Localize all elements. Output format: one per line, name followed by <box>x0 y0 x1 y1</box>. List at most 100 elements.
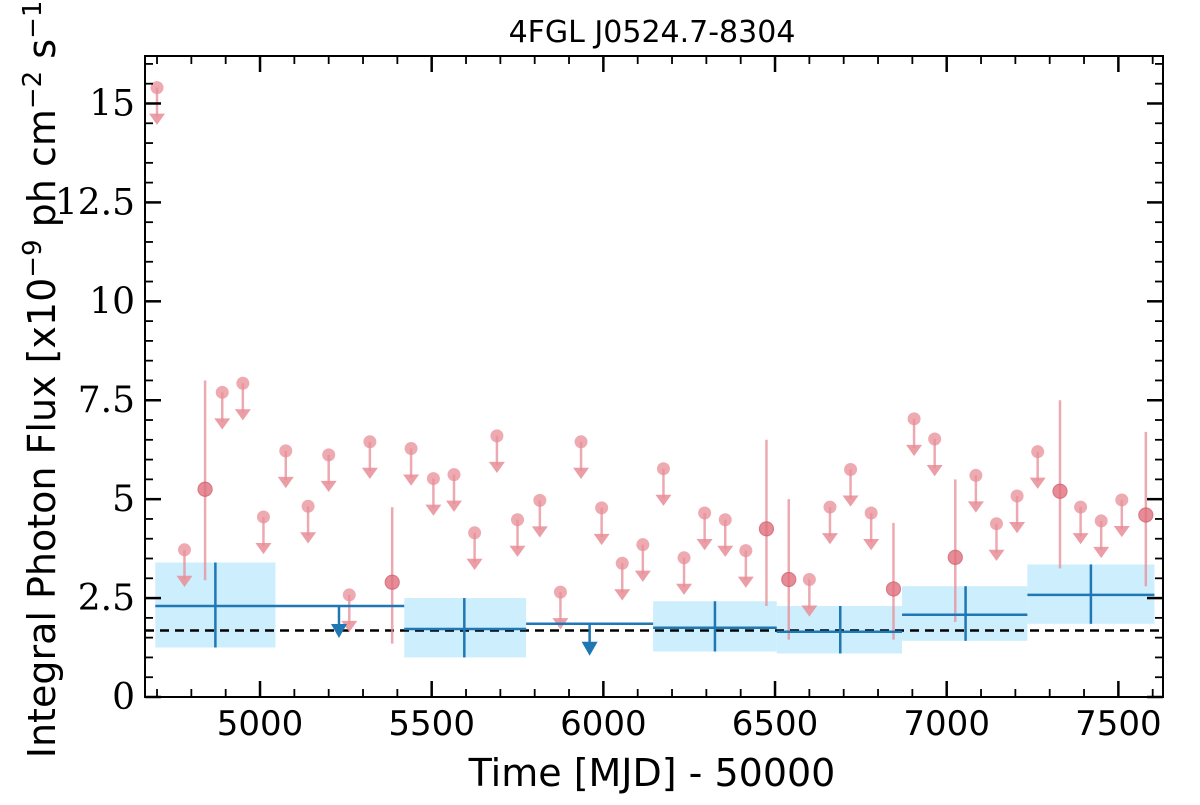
long-ul-head-1 <box>581 641 598 656</box>
upper-limit-point-39 <box>1115 493 1129 507</box>
y-axis-label: Integral Photon Flux [x10−9 ph cm−2 s−1] <box>18 0 64 758</box>
upper-limit-point-32 <box>928 432 942 446</box>
upper-limit-arrow-39-head <box>1113 525 1130 538</box>
y-tick-label-5: 12.5 <box>55 182 135 223</box>
upper-limit-arrow-31-head <box>906 444 923 457</box>
upper-limit-arrow-36-head <box>1029 477 1046 489</box>
upper-limit-point-20 <box>615 556 629 570</box>
detection-point-6 <box>1052 483 1068 499</box>
upper-limit-arrow-9-head <box>361 467 378 479</box>
upper-limit-point-18 <box>574 435 588 449</box>
upper-limit-point-30 <box>864 506 878 520</box>
y-tick-label-2: 5 <box>112 479 135 520</box>
upper-limit-point-10 <box>404 442 418 456</box>
upper-limit-point-34 <box>989 517 1003 531</box>
upper-limit-point-6 <box>301 499 315 513</box>
x-tick-label-0: 5000 <box>217 704 304 744</box>
detection-point-4 <box>885 581 902 597</box>
upper-limit-arrow-6-head <box>300 532 317 544</box>
upper-limit-point-22 <box>656 462 670 476</box>
upper-limit-point-0 <box>150 81 164 95</box>
upper-limit-arrow-10-head <box>403 474 420 486</box>
upper-limit-arrow-12-head <box>446 500 463 512</box>
upper-limit-arrow-8-head <box>341 620 358 633</box>
long-bin-upper-limit-1 <box>526 622 654 656</box>
upper-limit-arrow-27-head <box>801 605 818 617</box>
detection-point-3 <box>781 571 797 588</box>
upper-limit-point-29 <box>844 462 858 476</box>
upper-limit-arrow-33-head <box>967 501 984 513</box>
y-tick-label-6: 15 <box>89 83 135 124</box>
long-bin-detection-0 <box>155 562 276 648</box>
detection-point-5 <box>947 549 963 565</box>
upper-limit-point-19 <box>595 501 609 515</box>
long-ul-head-0 <box>330 623 347 638</box>
upper-limit-arrow-11-head <box>425 504 442 516</box>
upper-limit-arrow-0-head <box>149 113 166 125</box>
upper-limit-point-26 <box>739 544 753 558</box>
upper-limit-arrow-20-head <box>614 589 631 601</box>
upper-limit-arrow-25-head <box>717 545 734 557</box>
upper-limit-arrow-32-head <box>926 465 943 477</box>
upper-limit-point-5 <box>279 444 293 458</box>
upper-limit-point-35 <box>1010 489 1024 503</box>
upper-limit-point-4 <box>256 510 270 524</box>
y-tick-label-3: 7.5 <box>78 380 135 421</box>
long-bin-upper-limit-0 <box>275 604 405 638</box>
x-tick-label-1: 5500 <box>388 704 475 744</box>
upper-limit-point-31 <box>907 412 921 426</box>
upper-limit-arrow-30-head <box>863 539 880 551</box>
x-axis-label: Time [MJD] - 50000 <box>468 751 836 795</box>
upper-limit-point-27 <box>802 572 816 586</box>
x-tick-label-2: 6000 <box>560 704 647 744</box>
upper-limit-arrow-18-head <box>573 467 590 479</box>
upper-limit-point-33 <box>969 468 983 482</box>
y-tick-label-4: 10 <box>89 281 135 322</box>
upper-limit-point-21 <box>636 538 650 552</box>
upper-limit-arrow-4-head <box>255 542 272 555</box>
upper-limit-point-17 <box>553 585 567 599</box>
chart-title: 4FGL J0524.7-8304 <box>509 15 796 50</box>
detection-point-1 <box>384 574 400 590</box>
upper-limit-arrow-22-head <box>655 494 672 506</box>
upper-limit-arrow-26-head <box>737 576 754 588</box>
plot-frame <box>144 55 1164 698</box>
upper-limit-point-37 <box>1074 500 1088 514</box>
upper-limit-arrow-1-head <box>176 575 193 588</box>
upper-limit-arrow-28-head <box>821 533 838 545</box>
upper-limit-point-8 <box>342 588 356 602</box>
upper-limit-point-7 <box>322 448 336 462</box>
upper-limit-arrow-14-head <box>488 461 505 474</box>
long-bin-detection-4 <box>902 586 1028 641</box>
upper-limit-point-12 <box>447 468 461 482</box>
upper-limit-arrow-37-head <box>1072 533 1089 545</box>
y-tick-label-1: 2.5 <box>78 578 135 619</box>
long-bin-detection-3 <box>776 605 903 654</box>
upper-limit-point-16 <box>533 493 547 507</box>
detection-point-7 <box>1138 507 1154 523</box>
upper-limit-point-36 <box>1031 445 1045 459</box>
upper-limit-point-15 <box>511 513 525 527</box>
x-tick-label-4: 7000 <box>903 704 990 744</box>
detection-point-2 <box>758 521 775 537</box>
upper-limit-arrow-2-head <box>214 418 231 430</box>
upper-limit-point-28 <box>823 500 837 514</box>
upper-limit-arrow-23-head <box>676 583 693 595</box>
upper-limit-arrow-19-head <box>593 533 610 546</box>
long-bin-detection-1 <box>404 598 527 658</box>
x-tick-label-5: 7500 <box>1075 704 1162 744</box>
y-tick-label-0: 0 <box>112 677 135 718</box>
upper-limit-point-3 <box>236 376 250 390</box>
upper-limit-arrow-35-head <box>1009 521 1026 534</box>
upper-limit-point-2 <box>215 385 229 399</box>
upper-limit-arrow-16-head <box>531 526 548 538</box>
upper-limit-point-14 <box>490 429 504 443</box>
upper-limit-point-25 <box>718 513 732 527</box>
upper-limit-point-1 <box>177 543 191 557</box>
upper-limit-arrow-21-head <box>634 570 651 582</box>
upper-limit-point-24 <box>698 506 712 520</box>
upper-limit-point-9 <box>363 435 377 449</box>
upper-limit-arrow-29-head <box>842 495 859 507</box>
